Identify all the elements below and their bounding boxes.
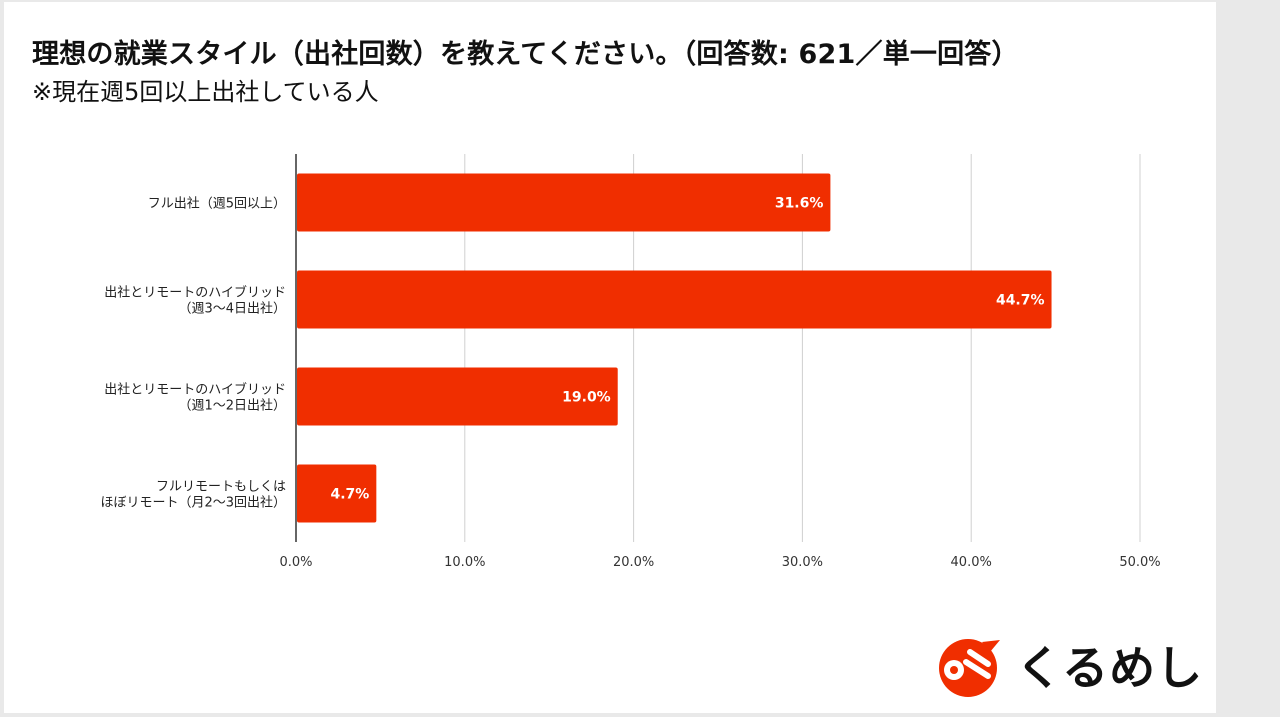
brand-name: くるめし [1016, 641, 1204, 695]
data-label: 44.7% [996, 293, 1045, 309]
chart-subtitle: ※現在週5回以上出社している人 [32, 78, 379, 106]
category-label: フルリモートもしくは [156, 480, 286, 495]
x-tick-label: 0.0% [279, 555, 312, 570]
brand-logo: くるめし [930, 638, 1210, 700]
category-label: （週1〜2日出社） [178, 398, 286, 414]
category-label: フル出社（週5回以上） [148, 196, 286, 212]
x-tick-label: 20.0% [613, 555, 654, 570]
bar [297, 367, 618, 426]
kurumeshi-logo-icon [939, 639, 1000, 697]
bar [297, 464, 377, 523]
x-tick-label: 40.0% [951, 555, 992, 570]
x-tick-label: 30.0% [782, 555, 823, 570]
category-label: ほぼリモート（月2〜3回出社） [100, 495, 286, 511]
x-tick-label: 50.0% [1119, 555, 1160, 570]
bar [297, 173, 831, 232]
chart-title: 理想の就業スタイル（出社回数）を教えてください。（回答数: 621／単一回答） [32, 39, 1019, 70]
category-label: 出社とリモートのハイブリッド [104, 285, 286, 301]
category-label: （週3〜4日出社） [178, 301, 286, 317]
data-label: 31.6% [775, 196, 824, 212]
chart-panel [4, 2, 1216, 713]
bar [297, 270, 1052, 329]
data-label: 4.7% [331, 487, 370, 503]
x-tick-label: 10.0% [444, 555, 485, 570]
category-label: 出社とリモートのハイブリッド [104, 382, 286, 398]
data-label: 19.0% [562, 390, 611, 406]
